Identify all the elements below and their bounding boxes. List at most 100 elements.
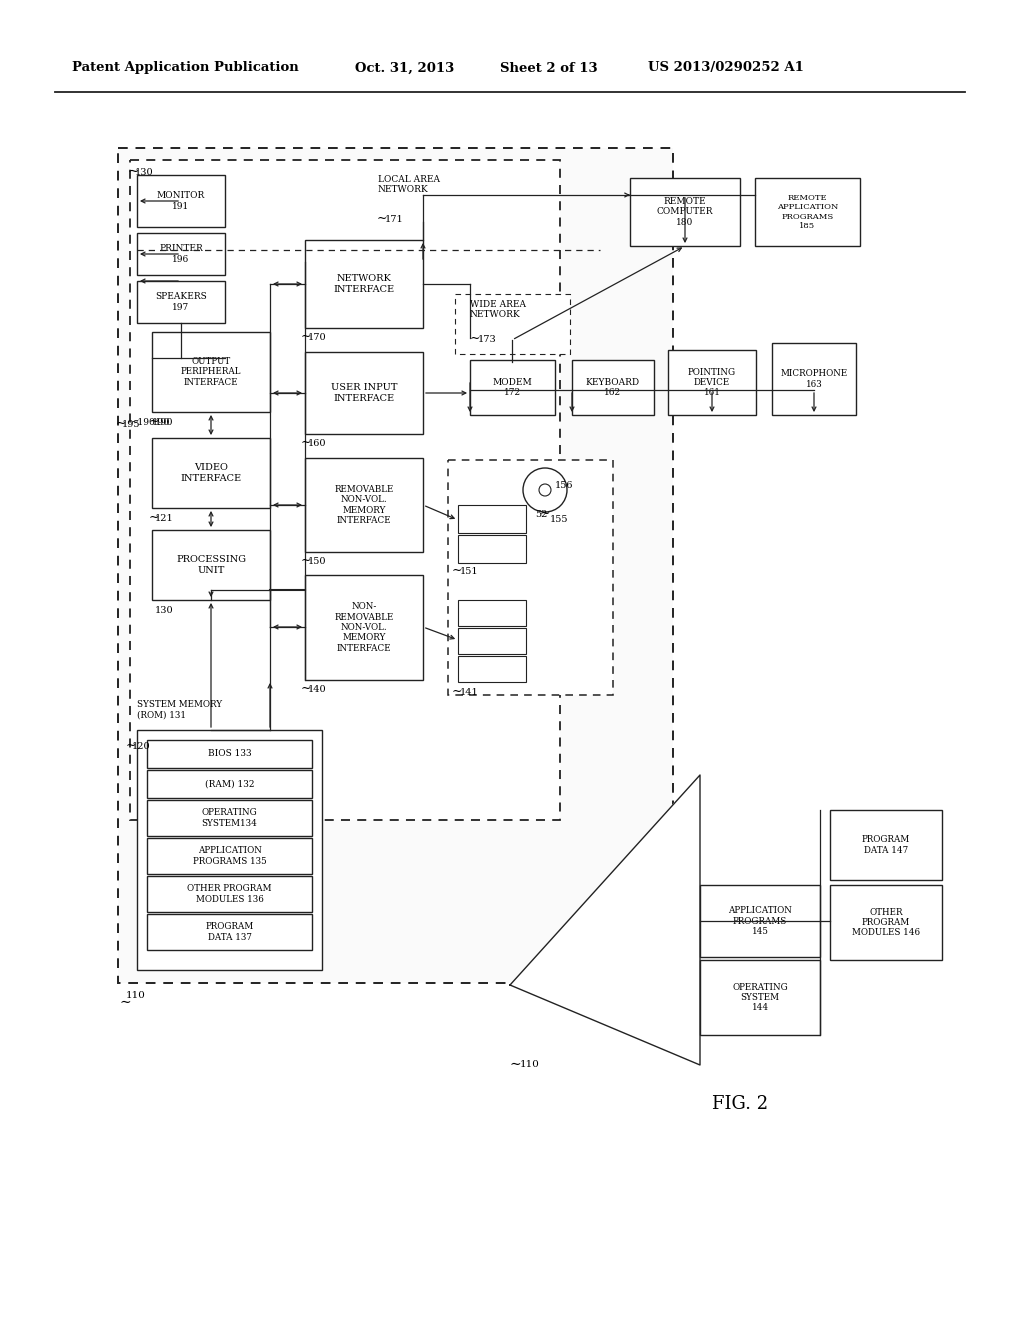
Text: PROCESSING
UNIT: PROCESSING UNIT	[176, 556, 246, 574]
Bar	[147, 770, 312, 799]
Text: SPEAKERS
197: SPEAKERS 197	[155, 292, 207, 312]
Text: PRINTER
196: PRINTER 196	[159, 244, 203, 264]
Bar	[305, 352, 423, 434]
Text: 151: 151	[460, 568, 478, 576]
Text: POINTING
DEVICE
161: POINTING DEVICE 161	[688, 367, 736, 397]
Text: 170: 170	[308, 333, 327, 342]
Bar	[830, 810, 942, 880]
Text: OUTPUT
PERIPHERAL
INTERFACE: OUTPUT PERIPHERAL INTERFACE	[181, 358, 242, 387]
Polygon shape	[510, 775, 700, 1065]
Bar	[305, 576, 423, 680]
Text: OPERATING
SYSTEM
144: OPERATING SYSTEM 144	[732, 982, 787, 1012]
Text: 190: 190	[152, 418, 171, 426]
Bar	[147, 838, 312, 874]
Text: ∼: ∼	[116, 417, 127, 430]
Text: ∼: ∼	[452, 685, 463, 698]
Text: 121: 121	[155, 513, 174, 523]
Text: SYSTEM MEMORY
(ROM) 131: SYSTEM MEMORY (ROM) 131	[137, 700, 222, 719]
Bar	[700, 884, 820, 957]
Bar	[137, 234, 225, 275]
Text: 52: 52	[536, 510, 548, 519]
Text: ∼: ∼	[301, 330, 311, 343]
Text: OTHER PROGRAM
MODULES 136: OTHER PROGRAM MODULES 136	[187, 884, 271, 904]
Text: 140: 140	[308, 685, 327, 694]
Text: FIG. 2: FIG. 2	[712, 1096, 768, 1113]
Text: LOCAL AREA
NETWORK: LOCAL AREA NETWORK	[378, 176, 440, 194]
Text: 173: 173	[478, 335, 497, 345]
Text: 130: 130	[135, 168, 154, 177]
Text: (RAM) 132: (RAM) 132	[205, 780, 254, 788]
Text: 171: 171	[385, 215, 403, 224]
Bar	[305, 458, 423, 552]
Text: Patent Application Publication: Patent Application Publication	[72, 62, 299, 74]
Text: 110: 110	[126, 991, 145, 1001]
Text: 120: 120	[132, 742, 151, 751]
Text: 190: 190	[155, 418, 173, 426]
Bar	[830, 884, 942, 960]
Bar	[458, 506, 526, 533]
Text: WIDE AREA
NETWORK: WIDE AREA NETWORK	[470, 300, 526, 319]
Text: Sheet 2 of 13: Sheet 2 of 13	[500, 62, 598, 74]
Bar	[130, 160, 560, 820]
Bar	[700, 960, 820, 1035]
Text: ∼: ∼	[120, 995, 132, 1008]
Bar	[147, 913, 312, 950]
Text: OPERATING
SYSTEM134: OPERATING SYSTEM134	[202, 808, 257, 828]
Text: 195: 195	[122, 420, 140, 429]
Text: OTHER
PROGRAM
MODULES 146: OTHER PROGRAM MODULES 146	[852, 908, 920, 937]
Bar	[147, 741, 312, 768]
Bar	[458, 656, 526, 682]
Text: ∼: ∼	[301, 436, 311, 449]
Bar	[458, 535, 526, 564]
Text: 155: 155	[550, 515, 568, 524]
Text: 110: 110	[520, 1060, 540, 1069]
Text: REMOTE
COMPUTER
180: REMOTE COMPUTER 180	[656, 197, 714, 227]
Text: ~190: ~190	[130, 418, 155, 426]
Text: MONITOR
191: MONITOR 191	[157, 191, 205, 211]
Bar	[455, 294, 570, 354]
Text: ∼: ∼	[150, 511, 160, 524]
Bar	[137, 281, 225, 323]
Bar	[449, 459, 613, 696]
Bar	[147, 800, 312, 836]
Text: ∼: ∼	[126, 739, 136, 752]
Text: APPLICATION
PROGRAMS
145: APPLICATION PROGRAMS 145	[728, 906, 792, 936]
Text: PROGRAM
DATA 137: PROGRAM DATA 137	[206, 923, 254, 941]
Text: VIDEO
INTERFACE: VIDEO INTERFACE	[180, 463, 242, 483]
Text: KEYBOARD
162: KEYBOARD 162	[586, 378, 640, 397]
Text: ∼: ∼	[301, 682, 311, 696]
Text: US 2013/0290252 A1: US 2013/0290252 A1	[648, 62, 804, 74]
Bar	[470, 360, 555, 414]
Text: REMOVABLE
NON-VOL.
MEMORY
INTERFACE: REMOVABLE NON-VOL. MEMORY INTERFACE	[334, 484, 393, 525]
Bar	[630, 178, 740, 246]
Text: NETWORK
INTERFACE: NETWORK INTERFACE	[334, 275, 394, 294]
Bar	[118, 148, 673, 983]
Text: ∼: ∼	[128, 164, 139, 178]
Bar	[147, 876, 312, 912]
Text: APPLICATION
PROGRAMS 135: APPLICATION PROGRAMS 135	[193, 846, 266, 866]
Text: ∼: ∼	[377, 213, 387, 224]
Bar	[152, 531, 270, 601]
Bar	[458, 628, 526, 653]
Bar	[152, 333, 270, 412]
Text: PROGRAM
DATA 147: PROGRAM DATA 147	[862, 836, 910, 855]
Bar	[305, 240, 423, 327]
Bar	[772, 343, 856, 414]
Bar	[137, 730, 322, 970]
Text: ∼: ∼	[470, 333, 480, 345]
Text: MODEM
172: MODEM 172	[493, 378, 532, 397]
Bar	[458, 601, 526, 626]
Text: Oct. 31, 2013: Oct. 31, 2013	[355, 62, 455, 74]
Bar	[572, 360, 654, 414]
Text: NON-
REMOVABLE
NON-VOL.
MEMORY
INTERFACE: NON- REMOVABLE NON-VOL. MEMORY INTERFACE	[334, 602, 393, 653]
Text: ∼: ∼	[301, 554, 311, 568]
Text: 141: 141	[460, 688, 479, 697]
Text: 130: 130	[155, 606, 174, 615]
Text: MICROPHONE
163: MICROPHONE 163	[780, 370, 848, 388]
Text: 150: 150	[308, 557, 327, 566]
Text: ∼: ∼	[452, 564, 463, 577]
Bar	[137, 176, 225, 227]
Text: BIOS 133: BIOS 133	[208, 750, 251, 759]
Bar	[152, 438, 270, 508]
Text: ∼: ∼	[510, 1057, 521, 1071]
